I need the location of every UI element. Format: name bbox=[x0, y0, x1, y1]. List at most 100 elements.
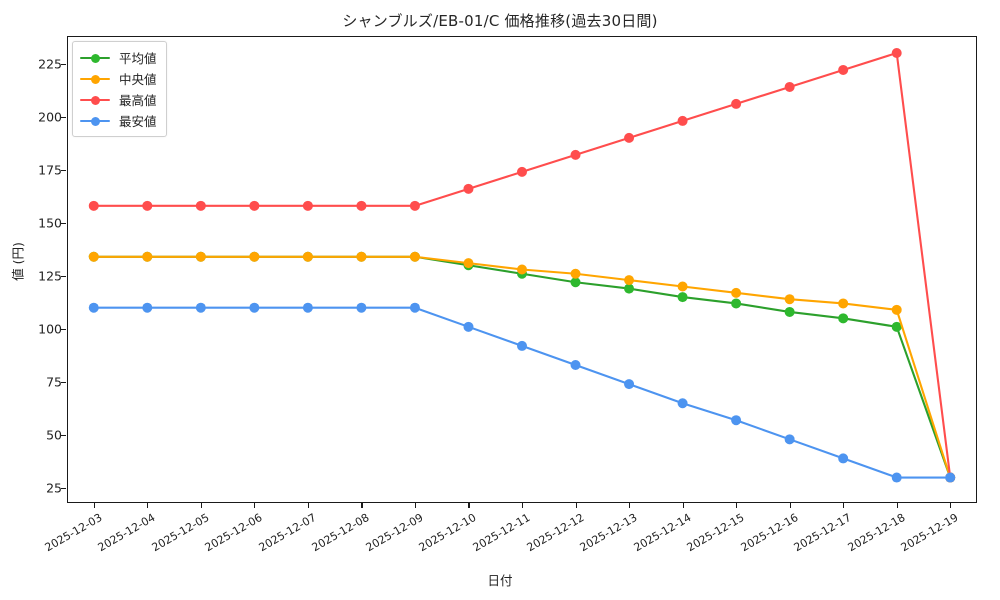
y-axis-tick-label: 225 bbox=[38, 56, 62, 72]
x-axis-tick-mark bbox=[736, 503, 738, 508]
y-axis-tick-label: 75 bbox=[46, 374, 62, 390]
data-point bbox=[731, 298, 742, 309]
data-point bbox=[88, 200, 99, 211]
data-point bbox=[838, 64, 849, 75]
data-point bbox=[838, 313, 849, 324]
data-point bbox=[891, 472, 902, 483]
data-point bbox=[517, 166, 527, 177]
series-最安値 bbox=[88, 302, 956, 483]
legend-item-平均値[interactable]: 平均値 bbox=[80, 47, 157, 68]
x-axis-tick-mark bbox=[254, 503, 256, 508]
legend-item-最安値[interactable]: 最安値 bbox=[80, 110, 157, 131]
data-point bbox=[570, 149, 581, 160]
data-point bbox=[731, 415, 742, 426]
y-axis-tick-mark bbox=[61, 116, 66, 118]
legend-label: 平均値 bbox=[119, 51, 157, 66]
data-point bbox=[784, 81, 795, 92]
legend-marker-icon bbox=[80, 115, 110, 127]
data-point bbox=[195, 251, 206, 262]
y-axis-tick-mark bbox=[61, 222, 66, 224]
x-axis-tick-mark bbox=[843, 503, 845, 508]
legend-marker-icon bbox=[80, 52, 110, 64]
data-point bbox=[142, 302, 153, 313]
data-point bbox=[624, 379, 635, 390]
x-axis-label: 日付 bbox=[487, 573, 513, 588]
legend-marker-icon bbox=[80, 94, 110, 106]
data-point bbox=[142, 251, 153, 262]
y-axis-tick-mark bbox=[61, 488, 66, 490]
legend-marker-icon bbox=[80, 73, 110, 85]
y-axis-tick-label: 25 bbox=[46, 480, 62, 496]
data-point bbox=[677, 281, 688, 292]
data-point bbox=[731, 287, 742, 298]
y-axis-tick-mark bbox=[61, 169, 66, 171]
data-point bbox=[624, 275, 635, 286]
x-axis-tick-mark bbox=[414, 503, 417, 508]
data-point bbox=[891, 321, 902, 332]
series-最高値 bbox=[88, 47, 956, 483]
chart-title: シャンブルズ/EB-01/C 価格推移(過去30日間) bbox=[342, 12, 658, 30]
x-axis-tick-mark bbox=[361, 503, 363, 508]
data-point bbox=[891, 304, 902, 315]
data-point bbox=[142, 200, 153, 211]
data-point bbox=[409, 251, 420, 262]
data-point bbox=[784, 306, 795, 317]
y-axis-tick-mark bbox=[61, 328, 66, 331]
data-point bbox=[891, 47, 902, 58]
series-平均値 bbox=[88, 251, 956, 483]
data-point bbox=[570, 277, 581, 288]
data-point bbox=[677, 115, 688, 126]
legend-label: 最高値 bbox=[119, 93, 157, 108]
x-axis-tick-mark bbox=[307, 503, 309, 508]
y-axis-tick-label: 150 bbox=[38, 215, 62, 231]
data-point bbox=[784, 434, 795, 445]
legend-item-中央値[interactable]: 中央値 bbox=[80, 68, 157, 89]
data-point bbox=[249, 200, 260, 211]
legend-item-最高値[interactable]: 最高値 bbox=[80, 89, 157, 110]
data-point bbox=[784, 294, 795, 305]
data-point bbox=[195, 302, 206, 313]
data-point bbox=[356, 302, 367, 313]
data-point bbox=[945, 472, 956, 483]
data-point bbox=[570, 268, 581, 279]
x-axis-tick-mark bbox=[682, 503, 684, 508]
data-point bbox=[88, 302, 99, 313]
data-point bbox=[409, 200, 420, 211]
data-point bbox=[570, 360, 581, 371]
y-axis-tick-mark bbox=[61, 275, 66, 277]
data-point bbox=[302, 302, 313, 313]
legend-label: 最安値 bbox=[119, 114, 157, 129]
data-point bbox=[249, 302, 260, 313]
data-point bbox=[195, 200, 206, 211]
data-point bbox=[302, 200, 313, 211]
data-point bbox=[302, 251, 313, 262]
series-中央値 bbox=[88, 251, 956, 483]
data-point bbox=[463, 258, 474, 269]
data-point bbox=[517, 264, 527, 275]
data-point bbox=[409, 302, 420, 313]
data-point bbox=[731, 98, 742, 109]
y-axis-tick-label: 175 bbox=[38, 162, 62, 178]
y-axis-tick-label: 125 bbox=[38, 268, 62, 284]
y-axis-tick-mark bbox=[61, 435, 66, 437]
data-point bbox=[838, 298, 849, 309]
data-point bbox=[356, 251, 367, 262]
y-axis-tick-mark bbox=[61, 63, 66, 65]
data-point bbox=[249, 251, 260, 262]
x-axis-tick-mark bbox=[147, 503, 149, 508]
data-point bbox=[356, 200, 367, 211]
data-point bbox=[677, 398, 688, 409]
y-axis-tick-label: 200 bbox=[38, 109, 62, 125]
x-axis-tick-mark bbox=[575, 503, 577, 508]
x-axis-tick-mark bbox=[468, 503, 470, 508]
chart-legend: 平均値中央値最高値最安値 bbox=[72, 41, 167, 137]
chart-series-layer bbox=[88, 47, 956, 483]
legend-label: 中央値 bbox=[119, 72, 157, 87]
data-point bbox=[463, 321, 474, 332]
y-axis-tick-label: 100 bbox=[38, 321, 62, 337]
x-axis-tick-mark bbox=[896, 503, 898, 508]
data-point bbox=[624, 132, 635, 143]
y-axis-tick-mark bbox=[61, 382, 66, 384]
data-point bbox=[463, 183, 474, 194]
y-axis-ticks: 25 50 75 100 125 150 175 200 225 bbox=[18, 0, 62, 600]
